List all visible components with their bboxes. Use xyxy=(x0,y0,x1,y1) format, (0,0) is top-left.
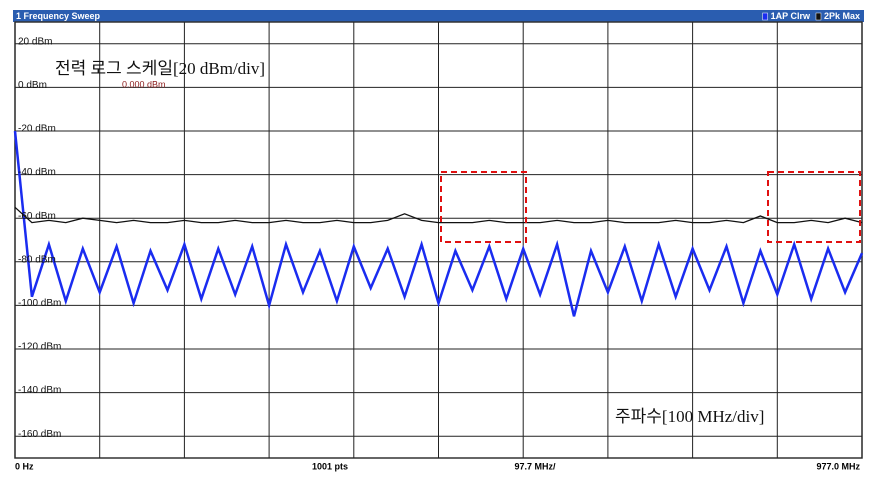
footer-label: 0 Hz xyxy=(15,461,34,471)
y-tick-label: -160 dBm xyxy=(18,429,61,440)
y-tick-label: -120 dBm xyxy=(18,342,61,353)
y-tick-label: -40 dBm xyxy=(18,167,56,178)
highlight-box xyxy=(440,171,527,243)
y-tick-label: -60 dBm xyxy=(18,211,56,222)
chart-title: 1 Frequency Sweep xyxy=(16,11,101,21)
y-tick-label: -80 dBm xyxy=(18,254,56,265)
y-tick-label: -140 dBm xyxy=(18,385,61,396)
annotation: 전력 로그 스케일[20 dBm/div] xyxy=(55,59,265,78)
y-tick-label: 20 dBm xyxy=(18,36,52,47)
footer-label: 977.0 MHz xyxy=(816,461,860,471)
y-tick-label: -20 dBm xyxy=(18,124,56,135)
highlight-box xyxy=(767,171,861,243)
legend-label: 1AP Clrw xyxy=(771,11,811,21)
y-tick-label: 0 dBm xyxy=(18,80,47,91)
trace xyxy=(13,130,864,317)
footer-label: 1001 pts xyxy=(312,461,348,471)
trace xyxy=(14,206,863,224)
legend-label: 2Pk Max xyxy=(824,11,860,21)
legend-swatch xyxy=(815,12,822,21)
footer-label: 97.7 MHz/ xyxy=(514,461,556,471)
reference-label: 0.000 dBm xyxy=(122,79,166,89)
header-bar xyxy=(13,10,864,22)
y-tick-label: -100 dBm xyxy=(18,298,61,309)
legend-swatch xyxy=(762,12,768,21)
annotation: 주파수[100 MHz/div] xyxy=(615,407,764,426)
